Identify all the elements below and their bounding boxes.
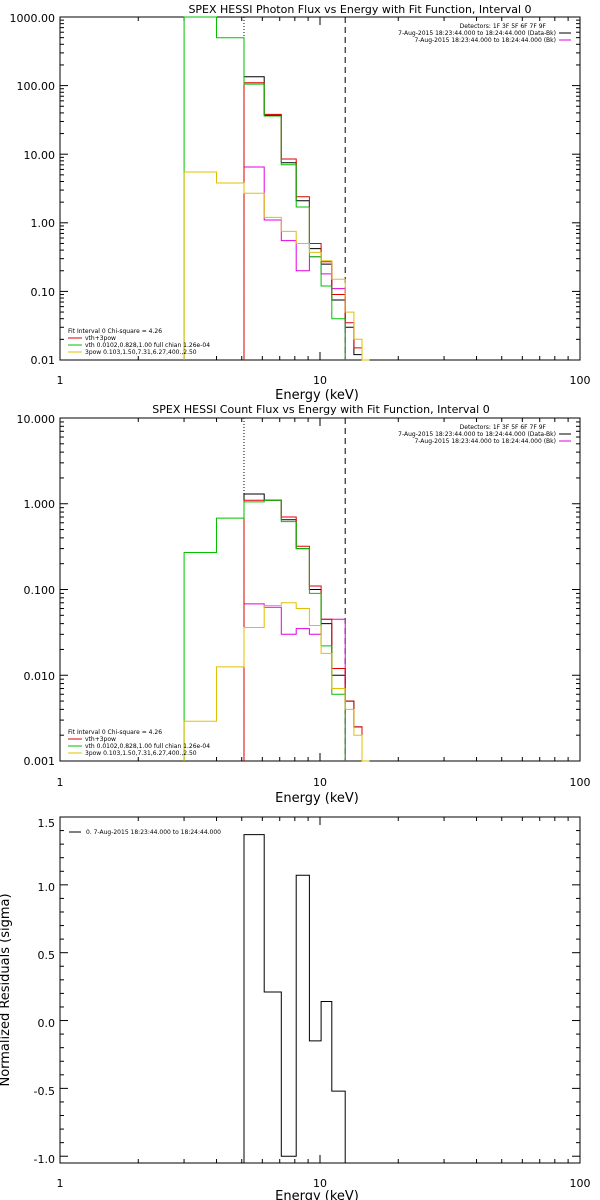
panel2-xtick-1: 1 — [57, 776, 64, 789]
series-vth — [183, 499, 346, 761]
panel1-xtick-10: 10 — [313, 374, 327, 387]
panel1-legend-label-1: vth+3pow — [85, 335, 116, 342]
panel2-legend-label-3: 3pow 0.103,1.50,7.31,6.27,400.,2.50 — [85, 750, 197, 757]
panel3-ytick-1: -0.5 — [34, 1085, 55, 1098]
photon-flux-panel: SPEX HESSI Photon Flux vs Energy with Fi… — [10, 3, 591, 403]
panel1-xtick-100: 100 — [570, 374, 591, 387]
panel1-ytick-1: 0.10 — [31, 286, 56, 299]
panel2-info-detectors: Detectors: 1F 3F 5F 6F 7F 9F — [460, 424, 547, 431]
residuals-panel: Energy (keV) Normalized Residuals (sigma… — [0, 816, 591, 1200]
panel1-ytick-4: 100.00 — [17, 80, 56, 93]
panel1-plot-area — [183, 16, 370, 361]
panel3-ylabel: Normalized Residuals (sigma) — [0, 893, 13, 1086]
series-0-7-aug-2015-18-23-44-000-to-18-24-44-000 — [243, 834, 346, 1163]
panel1-title: SPEX HESSI Photon Flux vs Energy with Fi… — [188, 3, 531, 16]
panel2-xtick-100: 100 — [570, 776, 591, 789]
panel2-xtick-10: 10 — [313, 776, 327, 789]
panel2-ytick-4: 10.000 — [17, 413, 56, 426]
panel1-ytick-0: 0.01 — [31, 354, 56, 367]
panel2-info-bk: 7-Aug-2015 18:23:44.000 to 18:24:44.000 … — [414, 438, 556, 445]
series-vth — [183, 16, 346, 360]
panel2-ytick-2: 0.100 — [24, 584, 56, 597]
panel3-ytick-4: 1.0 — [38, 881, 56, 894]
panel3-plot-area — [243, 834, 346, 1163]
panel1-ytick-3: 10.00 — [24, 149, 56, 162]
panel1-legend-label-2: vth 0.0102,0.828,1.00 full chian 1.26e-0… — [85, 342, 210, 349]
panel1-minor-ticks — [59, 17, 580, 361]
panel1-xlabel: Energy (keV) — [275, 388, 359, 403]
count-flux-panel: SPEX HESSI Count Flux vs Energy with Fit… — [17, 403, 591, 806]
panel1-ytick-2: 1.00 — [31, 217, 56, 230]
panel3-frame — [59, 816, 581, 1164]
panel2-legend-label-1: vth+3pow — [85, 736, 116, 743]
panel1-ytick-5: 1000.00 — [10, 12, 56, 25]
series-bk — [243, 166, 346, 360]
panel1-info-databk: 7-Aug-2015 18:23:44.000 to 18:24:44.000 … — [398, 30, 556, 37]
panel3-xlabel: Energy (keV) — [275, 1189, 359, 1200]
panel3-ytick-3: 0.5 — [38, 949, 56, 962]
panel2-legend-title: Fit Interval 0 Chi-square = 4.26 — [68, 729, 162, 736]
panel3-xtick-100: 100 — [570, 1177, 591, 1190]
panel2-xlabel: Energy (keV) — [275, 791, 359, 806]
panel2-title: SPEX HESSI Count Flux vs Energy with Fit… — [152, 403, 489, 416]
series-vth-3pow — [243, 82, 370, 361]
panel2-minor-ticks — [59, 418, 580, 762]
panel1-frame — [59, 16, 581, 361]
panel3-ytick-0: -1.0 — [34, 1153, 55, 1166]
panel1-info-detectors: Detectors: 1F 3F 5F 6F 7F 9F — [460, 23, 547, 30]
panel3-ytick-5: 1.5 — [38, 817, 56, 830]
series-3pow — [183, 602, 370, 762]
panel1-info-bk: 7-Aug-2015 18:23:44.000 to 18:24:44.000 … — [414, 37, 556, 44]
series-vth-3pow — [243, 499, 370, 762]
panel2-ytick-0: 0.001 — [24, 755, 56, 768]
panel1-xtick-1: 1 — [57, 374, 64, 387]
panel1-legend-title: Fit Interval 0 Chi-square = 4.26 — [68, 328, 162, 335]
panel3-ytick-2: 0.0 — [38, 1017, 56, 1030]
panel2-ytick-3: 1.000 — [24, 498, 56, 511]
panel3-xtick-1: 1 — [57, 1177, 64, 1190]
panel3-minor-ticks — [59, 816, 580, 1163]
panel3-legend-label: 0. 7-Aug-2015 18:23:44.000 to 18:24:44.0… — [86, 829, 221, 836]
panel2-legend-label-2: vth 0.0102,0.828,1.00 full chian 1.26e-0… — [85, 743, 210, 750]
panel1-legend-label-3: 3pow 0.103,1.50,7.31,6.27,400.,2.50 — [85, 349, 197, 356]
panel3-xtick-10: 10 — [313, 1177, 327, 1190]
series-3pow — [183, 171, 370, 361]
series-data-bk — [243, 76, 370, 361]
panel2-ytick-1: 0.010 — [24, 670, 56, 683]
panel2-plot-area — [183, 418, 370, 762]
panel2-info-databk: 7-Aug-2015 18:23:44.000 to 18:24:44.000 … — [398, 431, 556, 438]
